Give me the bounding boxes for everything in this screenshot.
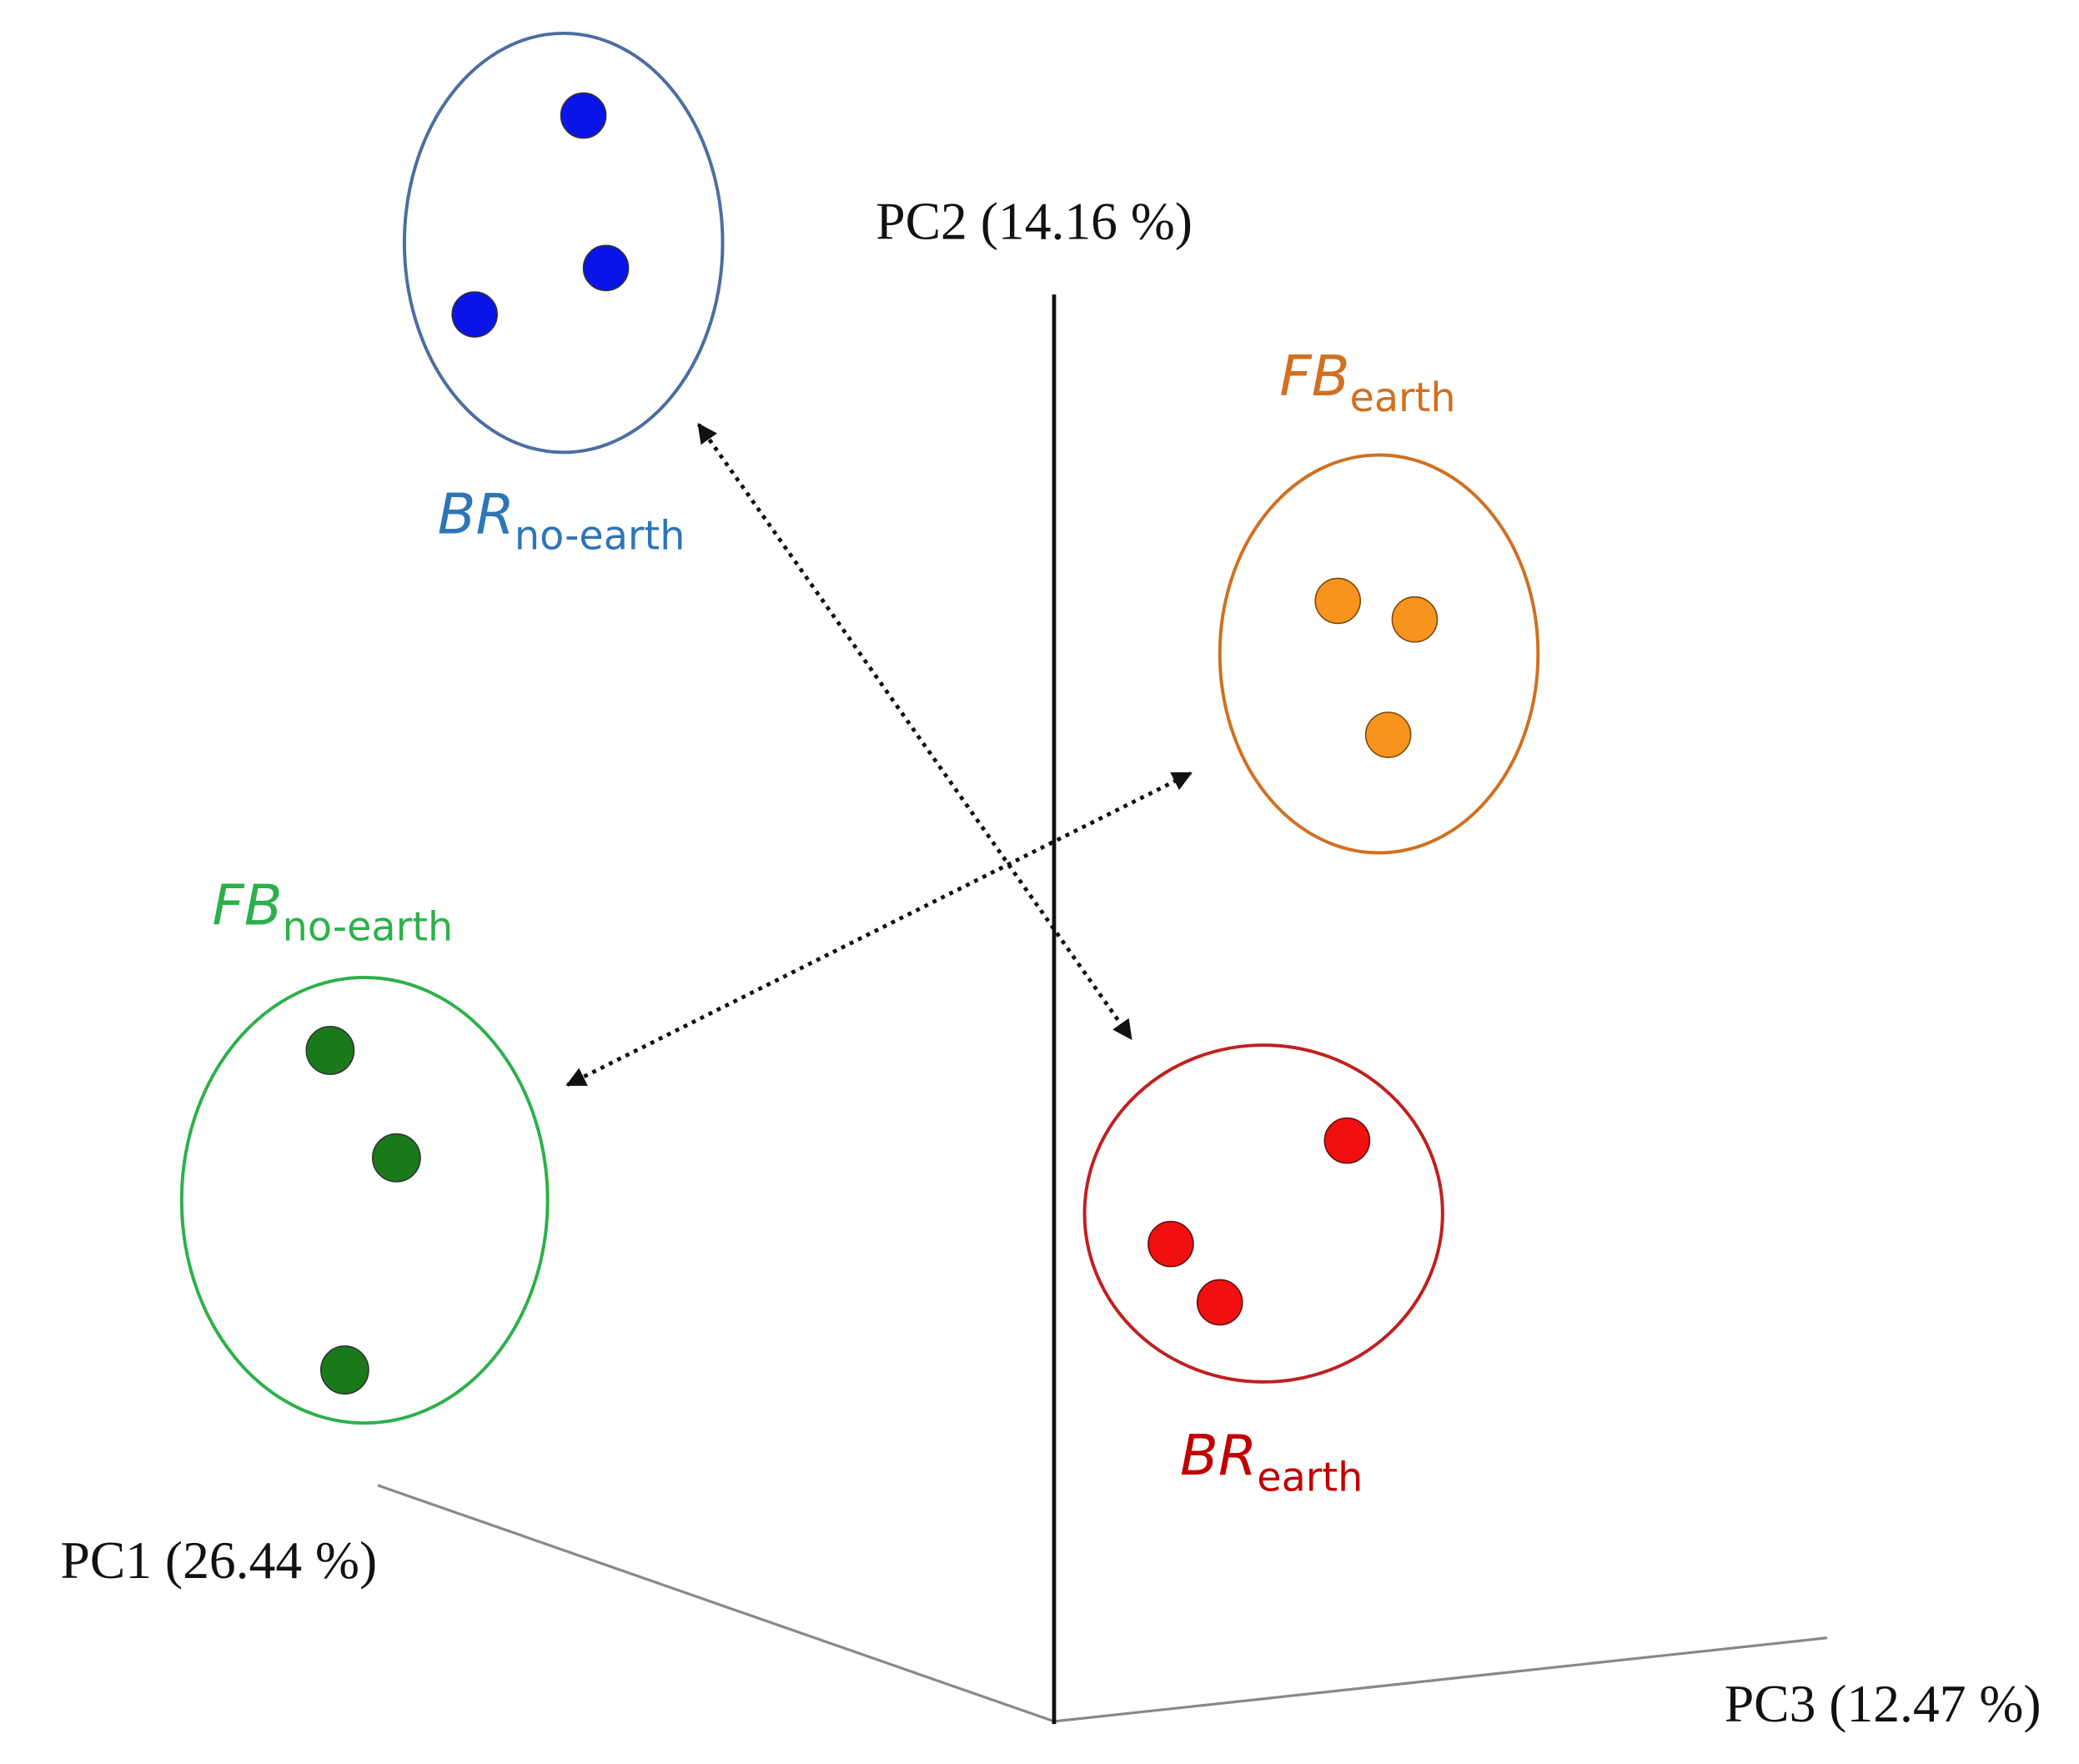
pc1-axis (377, 1484, 1055, 1723)
pc3-axis (1053, 1636, 1828, 1723)
arrow (696, 423, 1133, 1041)
group-ellipse (1082, 1043, 1444, 1384)
arrow (565, 771, 1193, 1087)
group-subscript: no-earth (515, 513, 685, 559)
sample-point (582, 244, 630, 292)
group-name: BR (1180, 1423, 1257, 1488)
group-name: FB (212, 872, 282, 937)
sample-point (451, 291, 499, 338)
group-name: BR (438, 481, 515, 546)
pc1-label: PC1 (26.44 %) (60, 1530, 377, 1590)
group-name: FB (1279, 344, 1349, 409)
group-ellipse (1218, 453, 1540, 855)
group-ellipse (179, 975, 550, 1425)
sample-point (1314, 577, 1362, 625)
sample-point (319, 1345, 369, 1395)
group-ellipse (402, 31, 725, 455)
sample-point (371, 1133, 421, 1183)
sample-point (1323, 1117, 1371, 1164)
group-label: FBearth (1279, 344, 1455, 421)
pc2-label: PC2 (14.16 %) (876, 191, 1193, 250)
sample-point (560, 92, 607, 139)
group-subscript: no-earth (283, 904, 454, 950)
group-label: BRearth (1180, 1423, 1363, 1500)
sample-point (1364, 711, 1412, 758)
group-label: BRno-earth (438, 481, 685, 559)
sample-point (1391, 596, 1439, 643)
group-subscript: earth (1257, 1455, 1363, 1500)
sample-point (1147, 1220, 1194, 1268)
sample-point (305, 1026, 355, 1075)
group-label: FBno-earth (212, 872, 453, 950)
pc3-label: PC3 (12.47 %) (1725, 1674, 2041, 1733)
sample-point (1196, 1279, 1243, 1326)
group-subscript: earth (1349, 375, 1455, 421)
